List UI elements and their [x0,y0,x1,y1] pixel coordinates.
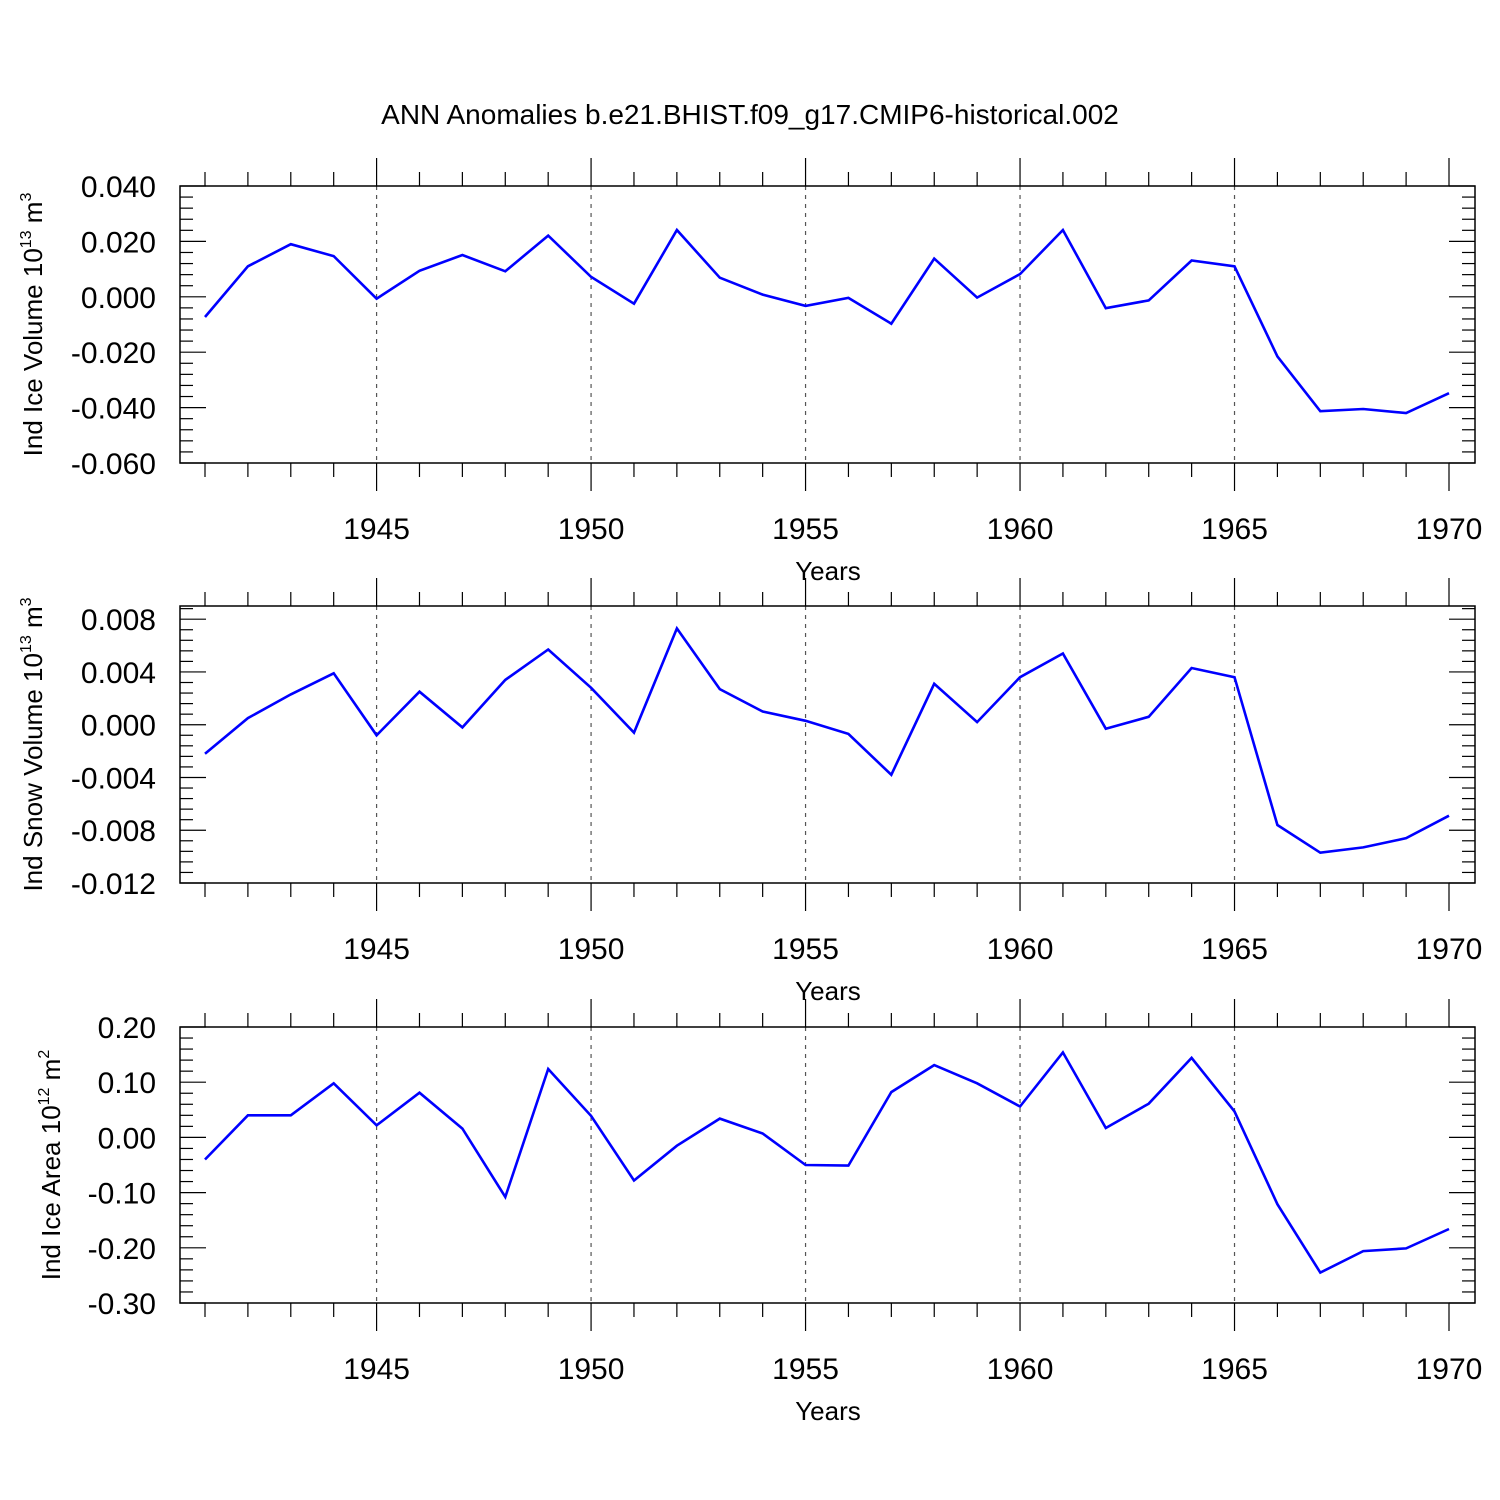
y-tick-label: -0.008 [71,815,156,848]
y-tick-label: -0.004 [71,762,156,795]
plot-frame [179,185,1476,464]
y-axis-label: Ind Snow Volume 1013 m3 [18,597,48,891]
x-tick-label: 1945 [343,933,410,966]
x-tick-label: 1970 [1416,513,1483,546]
x-tick-label: 1955 [772,1353,839,1386]
y-tick-label: 0.10 [98,1067,156,1100]
x-tick-label: 1970 [1416,1353,1483,1386]
series-line [204,227,1450,415]
y-tick-label: 0.008 [81,604,156,637]
y-tick-label: 0.000 [81,710,156,743]
y-axis-label: Ind Ice Volume 1013 m3 [18,193,48,457]
x-tick-label: 1965 [1201,513,1268,546]
x-tick-label: 1965 [1201,933,1268,966]
figure-title: ANN Anomalies b.e21.BHIST.f09_g17.CMIP6-… [381,99,1119,130]
y-tick-label: -0.040 [71,393,156,426]
y-tick-label: 0.004 [81,657,156,690]
chart-panel-1: -0.060 -0.040 -0.020 0.000 0.020 0.040 1945 195… [18,158,1482,586]
x-tick-label: 1945 [343,1353,410,1386]
x-tick-label: 1950 [558,513,625,546]
y-tick-label: -0.060 [71,448,156,481]
x-tick-label: 1955 [772,513,839,546]
chart-panels: -0.060 -0.040 -0.020 0.000 0.020 0.040 1945 195… [18,158,1482,1426]
x-tick-label: 1960 [987,1353,1054,1386]
x-tick-label: 1960 [987,513,1054,546]
x-tick-label: 1950 [558,1353,625,1386]
x-tick-label: 1950 [558,933,625,966]
x-tick-label: 1965 [1201,1353,1268,1386]
y-axis-label: Ind Ice Area 1012 m2 [36,1050,66,1281]
series-line [204,625,1450,855]
x-tick-label: 1955 [772,933,839,966]
y-tick-label: -0.020 [71,337,156,370]
chart-panel-2: -0.012 -0.008 -0.004 0.000 0.004 0.008 1945 195… [18,578,1482,1006]
y-tick-label: 0.040 [81,171,156,204]
y-tick-label: -0.10 [88,1178,156,1211]
y-tick-label: 0.20 [98,1012,156,1045]
x-tick-label: 1960 [987,933,1054,966]
y-tick-label: -0.012 [71,868,156,901]
y-tick-label: 0.000 [81,282,156,315]
plot-frame [179,1026,1476,1304]
x-tick-label: 1945 [343,513,410,546]
series-line [204,1050,1450,1275]
x-tick-label: 1970 [1416,933,1483,966]
y-tick-label: -0.30 [88,1288,156,1321]
y-tick-label: 0.020 [81,226,156,259]
y-tick-label: -0.20 [88,1233,156,1266]
plot-frame [179,605,1476,884]
y-tick-label: 0.00 [98,1122,156,1155]
x-axis-label: Years [795,1396,861,1426]
chart-panel-3: -0.30 -0.20 -0.10 0.00 0.10 0.20 1945 1950 1955 1… [36,999,1482,1426]
